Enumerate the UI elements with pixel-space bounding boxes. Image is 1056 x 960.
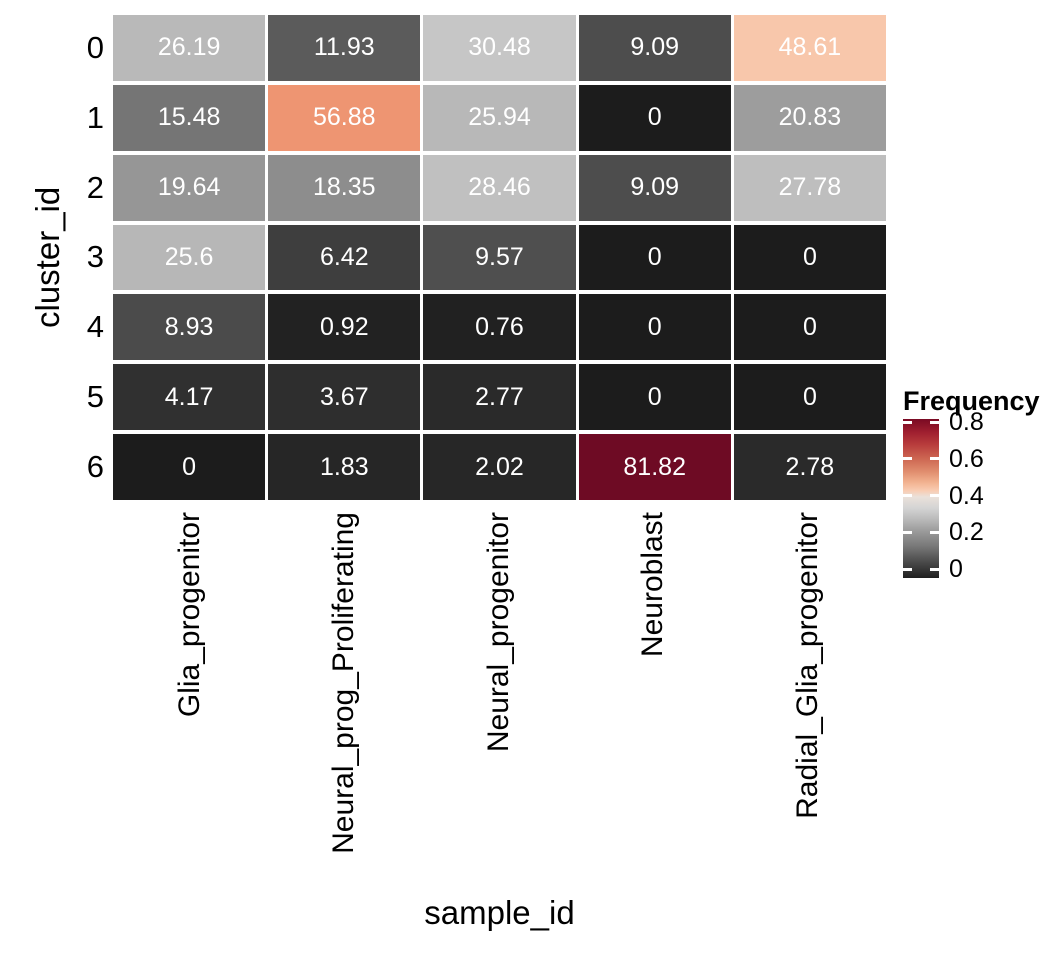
heatmap-cell-r0-c3: 30.48: [423, 15, 576, 81]
heatmap-cell-r2-c5: 27.78: [733, 154, 886, 221]
heatmap-cell-r3-c5: 0: [733, 224, 886, 291]
heatmap-cell-r1-c3: 25.94: [423, 84, 576, 151]
heatmap-cell-r4-c4: 0: [578, 294, 731, 361]
x-tick-label-Radial_Glia_progenitor: Radial_Glia_progenitor: [790, 512, 824, 819]
legend-tick-mark-0.2-right: [930, 530, 939, 534]
heatmap-cell-r3-c3: 9.57: [423, 224, 576, 291]
heatmap-cell-r0-c2: 11.93: [268, 15, 421, 81]
heatmap-cell-r4-c2: 0.92: [268, 294, 421, 361]
heatmap-cell-r3-c4: 0: [578, 224, 731, 291]
heatmap-cell-r6-c3: 2.02: [423, 434, 576, 500]
legend-tick-label-0.6: 0.6: [949, 444, 984, 473]
heatmap-cell-r2-c2: 18.35: [268, 154, 421, 221]
heatmap-cell-r5-c2: 3.67: [268, 364, 421, 431]
legend-title: Frequency: [903, 386, 1040, 416]
heatmap-cell-r4-c1: 8.93: [113, 294, 266, 361]
heatmap-cell-r6-c1: 0: [113, 434, 266, 500]
heatmap-cell-r1-c2: 56.88: [268, 84, 421, 151]
heatmap-grid: 26.19 11.93 30.48 9.09 48.61 15.48 56.88 25.94 0…: [113, 15, 886, 500]
legend-tick-mark-0-left: [903, 567, 912, 571]
heatmap-cell-r2-c1: 19.64: [113, 154, 266, 221]
legend-tick-label-0.2: 0.2: [949, 518, 984, 547]
x-axis-title: sample_id: [424, 894, 575, 931]
legend-tick-label-0.4: 0.4: [949, 481, 984, 510]
legend-tick-label-0.8: 0.8: [949, 408, 984, 436]
y-tick-label-4: 4: [86, 309, 104, 345]
heatmap-cell-r5-c1: 4.17: [113, 364, 266, 431]
heatmap-cell-r3-c2: 6.42: [268, 224, 421, 291]
y-tick-label-1: 1: [86, 99, 104, 135]
legend-tick-mark-0.8-left: [903, 420, 912, 424]
legend-tick-mark-0.8-right: [930, 420, 939, 424]
legend-tick-label-0: 0: [949, 555, 963, 583]
y-tick-label-5: 5: [86, 379, 104, 415]
heatmap-cell-r1-c5: 20.83: [733, 84, 886, 151]
y-tick-label-0: 0: [86, 29, 104, 65]
heatmap-cell-r5-c4: 0: [578, 364, 731, 431]
y-axis-tick-labels: 0 1 2 3 4 5 6: [0, 15, 104, 500]
x-tick-label-Glia_progenitor: Glia_progenitor: [172, 512, 206, 718]
heatmap-cell-r6-c5: 2.78: [733, 434, 886, 500]
x-tick-label-Neural_prog_Proliferating: Neural_prog_Proliferating: [327, 512, 361, 854]
legend-colorbar: [903, 419, 939, 578]
y-tick-label-2: 2: [86, 169, 104, 205]
heatmap-cell-r5-c3: 2.77: [423, 364, 576, 431]
legend-frequency: Frequency 0.8 0.6 0.4 0.2 0: [903, 386, 1056, 596]
heatmap-cell-r0-c4: 9.09: [578, 15, 731, 81]
legend-tick-mark-0.4-left: [903, 494, 912, 497]
heatmap-cell-r0-c1: 26.19: [113, 15, 266, 81]
y-tick-label-6: 6: [86, 449, 104, 485]
legend-tick-mark-0-right: [930, 567, 939, 571]
heatmap-cell-r4-c5: 0: [733, 294, 886, 361]
heatmap-cell-r2-c3: 28.46: [423, 154, 576, 221]
heatmap-cell-r5-c5: 0: [733, 364, 886, 431]
legend-tick-mark-0.6-right: [930, 457, 939, 461]
heatmap-cell-r2-c4: 9.09: [578, 154, 731, 221]
heatmap-cell-r6-c2: 1.83: [268, 434, 421, 500]
y-tick-label-3: 3: [86, 239, 104, 275]
legend-tick-mark-0.4-right: [930, 494, 939, 497]
x-tick-label-Neural_progenitor: Neural_progenitor: [481, 512, 515, 753]
heatmap-cell-r1-c1: 15.48: [113, 84, 266, 151]
heatmap-cell-r3-c1: 25.6: [113, 224, 266, 291]
legend-tick-mark-0.2-left: [903, 530, 912, 534]
legend-tick-mark-0.6-left: [903, 457, 912, 461]
heatmap-cell-r1-c4: 0: [578, 84, 731, 151]
heatmap-cell-r4-c3: 0.76: [423, 294, 576, 361]
x-tick-label-Neuroblast: Neuroblast: [636, 512, 670, 658]
heatmap-cell-r6-c4: 81.82: [578, 434, 731, 500]
heatmap-cell-r0-c5: 48.61: [733, 15, 886, 81]
